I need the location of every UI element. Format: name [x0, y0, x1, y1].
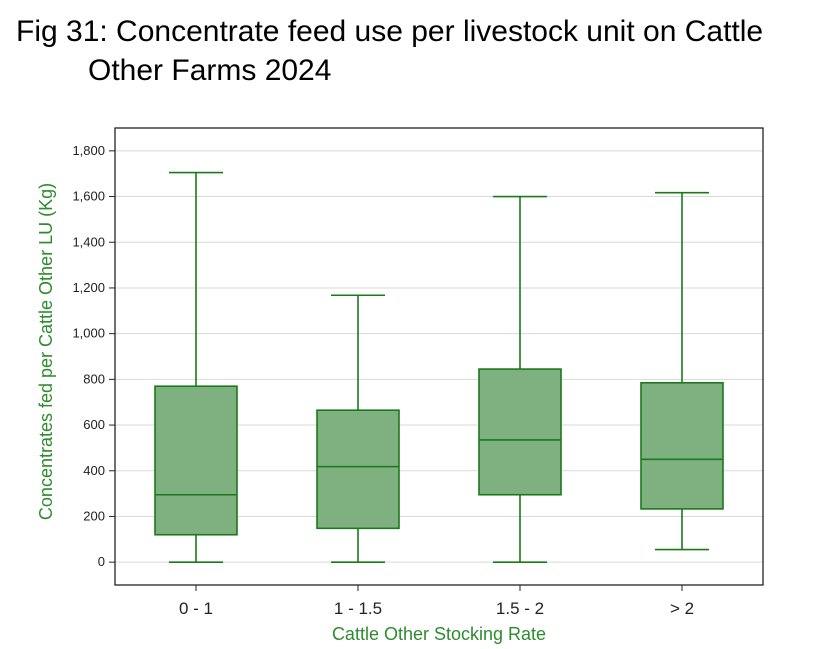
y-tick-label: 600 — [83, 417, 105, 432]
boxes — [154, 171, 724, 563]
y-axis-title: Concentrates fed per Cattle Other LU (Kg… — [36, 183, 56, 520]
plot-frame — [114, 127, 764, 586]
x-category-label: > 2 — [670, 599, 694, 618]
y-tick-label: 1,400 — [72, 234, 105, 249]
y-tick-label: 800 — [83, 371, 105, 386]
iqr-box — [154, 385, 238, 536]
box-2 — [316, 294, 400, 563]
box-1 — [154, 171, 238, 563]
chart-title: Fig 31: Concentrate feed use per livesto… — [16, 12, 763, 90]
x-category-label: 1.5 - 2 — [496, 599, 544, 618]
x-axis: 0 - 1 1 - 1.5 1.5 - 2 > 2 — [179, 585, 694, 618]
chart-title-line1: Fig 31: Concentrate feed use per livesto… — [16, 15, 764, 48]
iqr-box — [316, 409, 400, 530]
x-category-label: 0 - 1 — [179, 599, 213, 618]
box-4 — [640, 191, 724, 551]
y-tick-label: 400 — [83, 463, 105, 478]
iqr-box — [478, 368, 562, 496]
y-axis: 0 200 400 600 800 1,000 1,200 1,400 1,600 1,800 — [72, 143, 115, 569]
box-3 — [478, 195, 562, 563]
chart-title-line2: Other Farms 2024 — [88, 54, 332, 87]
y-tick-label: 1,800 — [72, 143, 105, 158]
y-tick-label: 1,000 — [72, 326, 105, 341]
y-tick-label: 1,200 — [72, 280, 105, 295]
x-axis-title: Cattle Other Stocking Rate — [332, 624, 546, 644]
y-tick-label: 1,600 — [72, 189, 105, 204]
y-tick-label: 0 — [98, 554, 105, 569]
iqr-box — [640, 381, 724, 510]
x-category-label: 1 - 1.5 — [334, 599, 382, 618]
y-tick-label: 200 — [83, 508, 105, 523]
